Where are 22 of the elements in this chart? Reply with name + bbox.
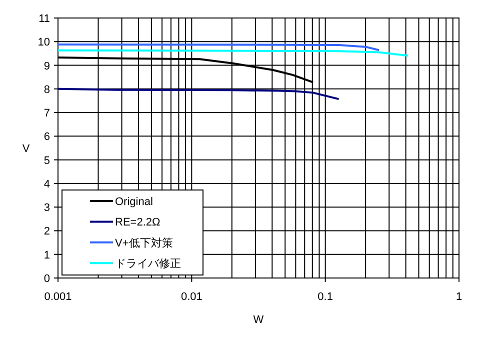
x-tick-label: 1	[456, 291, 462, 303]
y-tick-label: 8	[44, 84, 50, 96]
y-tick-label: 11	[38, 13, 50, 25]
y-tick-label: 2	[44, 226, 50, 238]
y-tick-label: 4	[44, 178, 50, 190]
y-tick-label: 3	[44, 202, 50, 214]
y-tick-label: 5	[44, 154, 50, 167]
x-tick-label: 0.01	[180, 291, 202, 303]
y-tick-label: 1	[44, 249, 50, 262]
y-tick-label: 6	[44, 131, 50, 144]
x-tick-label: 0.1	[318, 291, 333, 303]
y-tick-label: 7	[44, 108, 50, 120]
y-axis-title: V	[22, 143, 30, 155]
y-tick-label: 10	[38, 36, 50, 49]
legend-label: V+低下対策	[115, 236, 173, 250]
y-tick-label: 0	[44, 273, 50, 285]
x-tick-label: 0.001	[44, 291, 72, 303]
legend-label: Original	[115, 196, 153, 208]
y-tick-label: 9	[44, 60, 50, 72]
x-axis-title: W	[253, 314, 264, 326]
legend-label: ドライバ修正	[115, 258, 181, 270]
legend-label: RE=2.2Ω	[115, 216, 160, 229]
